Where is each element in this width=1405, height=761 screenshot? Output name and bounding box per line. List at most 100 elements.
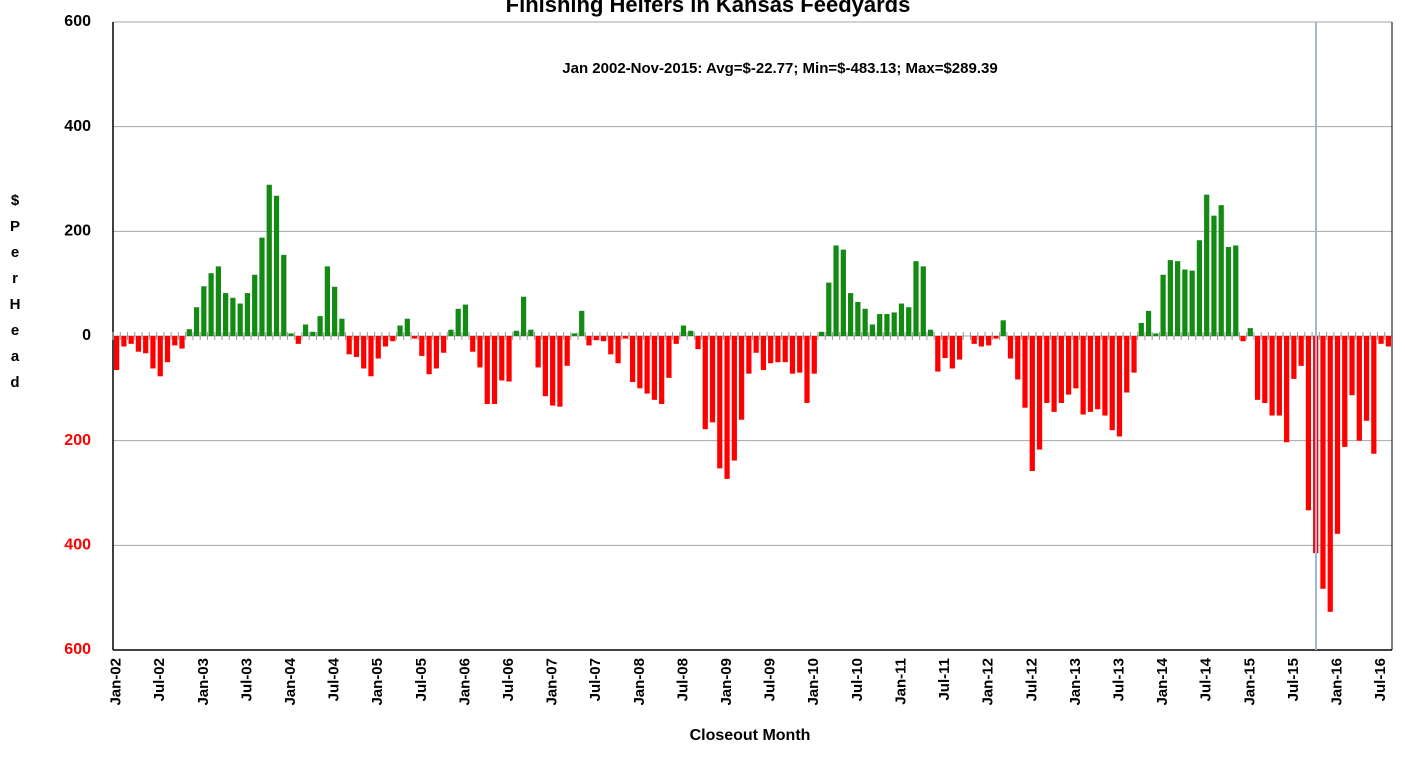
bar <box>666 336 672 378</box>
x-tick-label: Jan-09 <box>718 658 735 706</box>
bar <box>317 316 323 336</box>
bar <box>768 336 774 364</box>
bar <box>332 286 338 336</box>
bar <box>324 266 330 336</box>
bar <box>898 303 905 336</box>
bar <box>1087 336 1094 412</box>
bar <box>789 336 796 374</box>
bar <box>1066 336 1072 395</box>
bar <box>477 336 483 368</box>
bar <box>237 303 243 336</box>
bar <box>1058 336 1064 403</box>
bar <box>600 336 607 342</box>
bar <box>855 301 861 336</box>
bar <box>753 336 759 353</box>
bar <box>615 336 621 364</box>
bar <box>208 273 214 336</box>
x-axis-label: Closeout Month <box>690 727 811 744</box>
y-tick-label: 400 <box>64 118 91 135</box>
bar <box>1305 336 1312 511</box>
bar <box>1116 336 1123 437</box>
bar <box>361 336 367 369</box>
bar <box>1204 194 1210 336</box>
bar <box>201 286 207 336</box>
x-tick-label: Jul-05 <box>413 658 430 701</box>
bar <box>906 307 912 336</box>
x-tick-label: Jan-10 <box>805 658 822 706</box>
x-tick-label: Jul-16 <box>1372 658 1389 701</box>
bar <box>528 329 534 336</box>
bar <box>135 336 142 352</box>
x-tick-label: Jul-14 <box>1198 657 1215 701</box>
bar <box>143 336 149 354</box>
bar <box>826 282 832 336</box>
y-tick-label: 400 <box>64 537 91 554</box>
bar <box>1378 336 1384 344</box>
bar <box>818 331 825 336</box>
bar <box>949 336 955 369</box>
bar <box>986 336 992 346</box>
bar <box>680 325 687 336</box>
bar <box>266 184 272 336</box>
bar <box>688 330 694 336</box>
bar <box>891 312 897 336</box>
bar <box>513 330 519 336</box>
x-tick-label: Jan-06 <box>456 658 473 706</box>
bar <box>1015 336 1021 380</box>
bar <box>1371 336 1377 454</box>
bar <box>738 336 745 420</box>
bar <box>542 336 549 397</box>
bar <box>390 336 396 342</box>
bar <box>862 308 868 336</box>
bar <box>746 336 752 374</box>
bar <box>695 336 701 350</box>
bar <box>1356 336 1362 441</box>
bar <box>1349 336 1355 396</box>
bar <box>150 336 156 369</box>
y-axis-label: $ Per Head <box>9 192 21 391</box>
bar <box>499 336 505 381</box>
bar <box>230 297 236 336</box>
bar <box>571 333 578 336</box>
x-tick-label: Jul-11 <box>936 658 953 701</box>
bar <box>375 336 381 359</box>
bar <box>586 336 592 346</box>
bar <box>804 336 810 403</box>
bar <box>608 336 614 355</box>
bar <box>651 336 658 400</box>
bar <box>411 336 418 339</box>
bar <box>1022 336 1028 408</box>
bar <box>223 293 229 336</box>
bar <box>993 336 999 339</box>
bar <box>659 336 665 405</box>
x-tick-label: Jan-14 <box>1154 657 1171 705</box>
bar <box>1080 336 1086 415</box>
bar <box>971 336 977 344</box>
bar <box>441 336 447 353</box>
x-tick-label: Jan-04 <box>282 657 299 705</box>
bar <box>419 336 425 356</box>
bar <box>368 336 374 377</box>
bar <box>1233 245 1239 336</box>
bar <box>1073 336 1079 389</box>
x-tick-label: Jan-16 <box>1328 658 1345 706</box>
x-tick-label: Jan-13 <box>1067 658 1084 706</box>
bar <box>1153 333 1159 336</box>
bar <box>840 249 846 336</box>
bar <box>717 336 723 469</box>
bar <box>1320 336 1326 589</box>
bar <box>302 324 309 336</box>
bar <box>164 336 171 363</box>
bar <box>579 310 585 336</box>
annotation: Jan 2002-Nov-2015: Avg=$-22.77; Min=$-48… <box>562 60 997 77</box>
bar <box>1342 336 1348 447</box>
bar <box>564 336 570 366</box>
bar <box>273 195 280 336</box>
bar <box>353 336 360 357</box>
bar <box>448 329 454 336</box>
chart-title: Finishing Heifers in Kansas Feedyards <box>506 0 911 17</box>
x-tick-label: Jul-02 <box>151 658 168 701</box>
x-tick-label: Jul-06 <box>500 658 517 701</box>
bar <box>629 336 636 383</box>
bar <box>288 333 294 336</box>
